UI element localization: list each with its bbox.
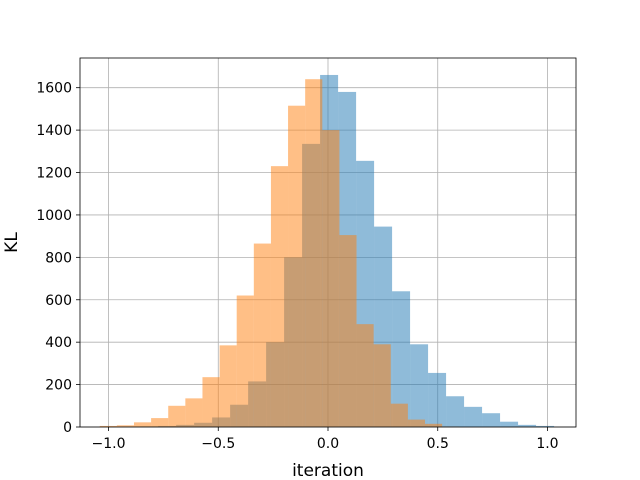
y-tick-label: 1600 [36, 81, 72, 97]
y-tick-label: 1400 [36, 123, 72, 139]
x-tick-label: −1.0 [92, 436, 126, 452]
y-tick-label: 0 [63, 420, 72, 436]
histogram-bar-series-1 [500, 421, 519, 427]
histogram-bar-series-1 [464, 406, 483, 427]
x-tick-label: −0.5 [201, 436, 235, 452]
histogram-bars [99, 74, 555, 428]
histogram-bar-series-1 [482, 413, 501, 427]
histogram-bar-series-1 [392, 291, 411, 427]
histogram-bar-series-2 [185, 398, 203, 427]
histogram-bar-series-2 [236, 295, 254, 427]
histogram-bar-series-2 [407, 419, 426, 427]
axis-ticks: −1.0 −0.5 0.0 0.5 1.0 0 200 400 600 800 1000 1200 14… [36, 81, 558, 452]
histogram-bar-series-2 [219, 345, 237, 427]
y-tick-label: 800 [45, 250, 72, 266]
histogram-bar-series-2 [168, 405, 186, 427]
histogram-bar-series-2 [322, 130, 340, 427]
histogram-bar-series-1 [536, 425, 555, 427]
y-tick-label: 1200 [36, 166, 72, 182]
histogram-bar-series-1 [518, 424, 537, 427]
histogram-bar-series-2 [133, 422, 152, 427]
histogram-bar-series-2 [202, 377, 220, 427]
histogram-bar-series-2 [339, 235, 357, 427]
y-tick-label: 400 [45, 335, 72, 351]
x-tick-label: 1.0 [536, 436, 558, 452]
histogram-bar-series-1 [428, 372, 447, 427]
histogram-bar-series-2 [151, 418, 169, 427]
x-axis-label: iteration [292, 461, 364, 480]
y-tick-label: 1000 [36, 208, 72, 224]
x-tick-label: 0.5 [427, 436, 449, 452]
histogram-bar-series-2 [356, 324, 374, 427]
histogram-bar-series-1 [410, 344, 429, 427]
y-tick-label: 200 [45, 378, 72, 394]
histogram-bar-series-2 [390, 403, 408, 427]
y-tick-label: 600 [45, 293, 72, 309]
histogram-bar-series-2 [99, 425, 117, 427]
histogram-bar-series-2 [270, 166, 289, 428]
histogram-bar-series-2 [305, 79, 323, 427]
histogram-bar-series-2 [116, 425, 134, 427]
y-axis-label: KL [2, 232, 22, 253]
histogram-bar-series-2 [425, 423, 443, 427]
histogram-bar-series-1 [446, 396, 465, 427]
histogram-bar-series-2 [288, 105, 306, 427]
histogram-bar-series-2 [373, 344, 391, 427]
x-tick-label: 0.0 [317, 436, 339, 452]
histogram-bar-series-2 [253, 243, 271, 427]
